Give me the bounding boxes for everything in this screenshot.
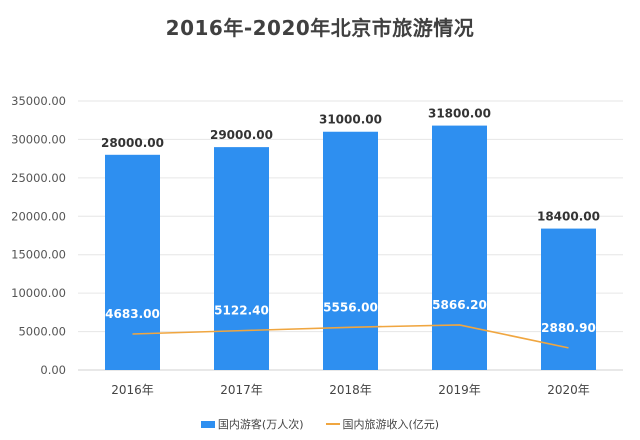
x-tick-label: 2018年	[329, 383, 372, 397]
x-tick-label: 2020年	[547, 383, 590, 397]
chart-title: 2016年-2020年北京市旅游情况	[165, 16, 475, 40]
y-tick-label: 15000.00	[11, 248, 66, 262]
y-tick-label: 0.00	[40, 363, 66, 377]
y-tick-label: 10000.00	[11, 286, 66, 300]
y-axis: 0.00 5000.00 10000.00 15000.00 20000.00 25000…	[11, 94, 66, 377]
line-value-label: 5556.00	[323, 300, 378, 314]
bar-value-label: 29000.00	[210, 128, 273, 142]
bar[interactable]	[323, 131, 378, 370]
bar[interactable]	[432, 125, 487, 370]
x-tick-label: 2019年	[438, 383, 481, 397]
legend-label-revenue: 国内旅游收入(亿元)	[342, 418, 440, 431]
y-tick-label: 25000.00	[11, 171, 66, 185]
y-tick-label: 5000.00	[18, 325, 66, 339]
line-value-label: 5866.20	[432, 298, 487, 312]
x-axis: 2016年 2017年 2018年 2019年 2020年	[111, 383, 590, 397]
bar-series: 28000.00 29000.00 31000.00 31800.00 18400.00	[101, 107, 600, 370]
bar-value-label: 31800.00	[428, 107, 491, 121]
bar-swatch-icon	[200, 420, 215, 428]
bar[interactable]	[105, 154, 160, 370]
y-tick-label: 30000.00	[11, 132, 66, 146]
line-value-label: 2880.90	[541, 321, 596, 335]
y-tick-label: 35000.00	[11, 94, 66, 108]
revenue-line[interactable]	[132, 324, 569, 349]
line-swatch-icon	[325, 423, 340, 425]
legend: 国内游客(万人次) 国内旅游收入(亿元)	[0, 416, 640, 432]
x-tick-label: 2016年	[111, 383, 154, 397]
bar-value-label: 18400.00	[537, 210, 600, 224]
line-value-label: 5122.40	[214, 304, 269, 318]
legend-label-tourists: 国内游客(万人次)	[217, 418, 304, 431]
legend-item-revenue[interactable]: 国内旅游收入(亿元)	[325, 416, 440, 432]
line-series: 4683.00 5122.40 5556.00 5866.20 2880.90	[105, 298, 596, 349]
x-tick-label: 2017年	[220, 383, 263, 397]
bar[interactable]	[541, 228, 596, 370]
legend-item-tourists[interactable]: 国内游客(万人次)	[200, 416, 304, 432]
line-value-label: 4683.00	[105, 307, 160, 321]
bar-value-label: 28000.00	[101, 136, 164, 150]
bar[interactable]	[214, 147, 269, 370]
bar-value-label: 31000.00	[319, 113, 382, 127]
y-tick-label: 20000.00	[11, 209, 66, 223]
